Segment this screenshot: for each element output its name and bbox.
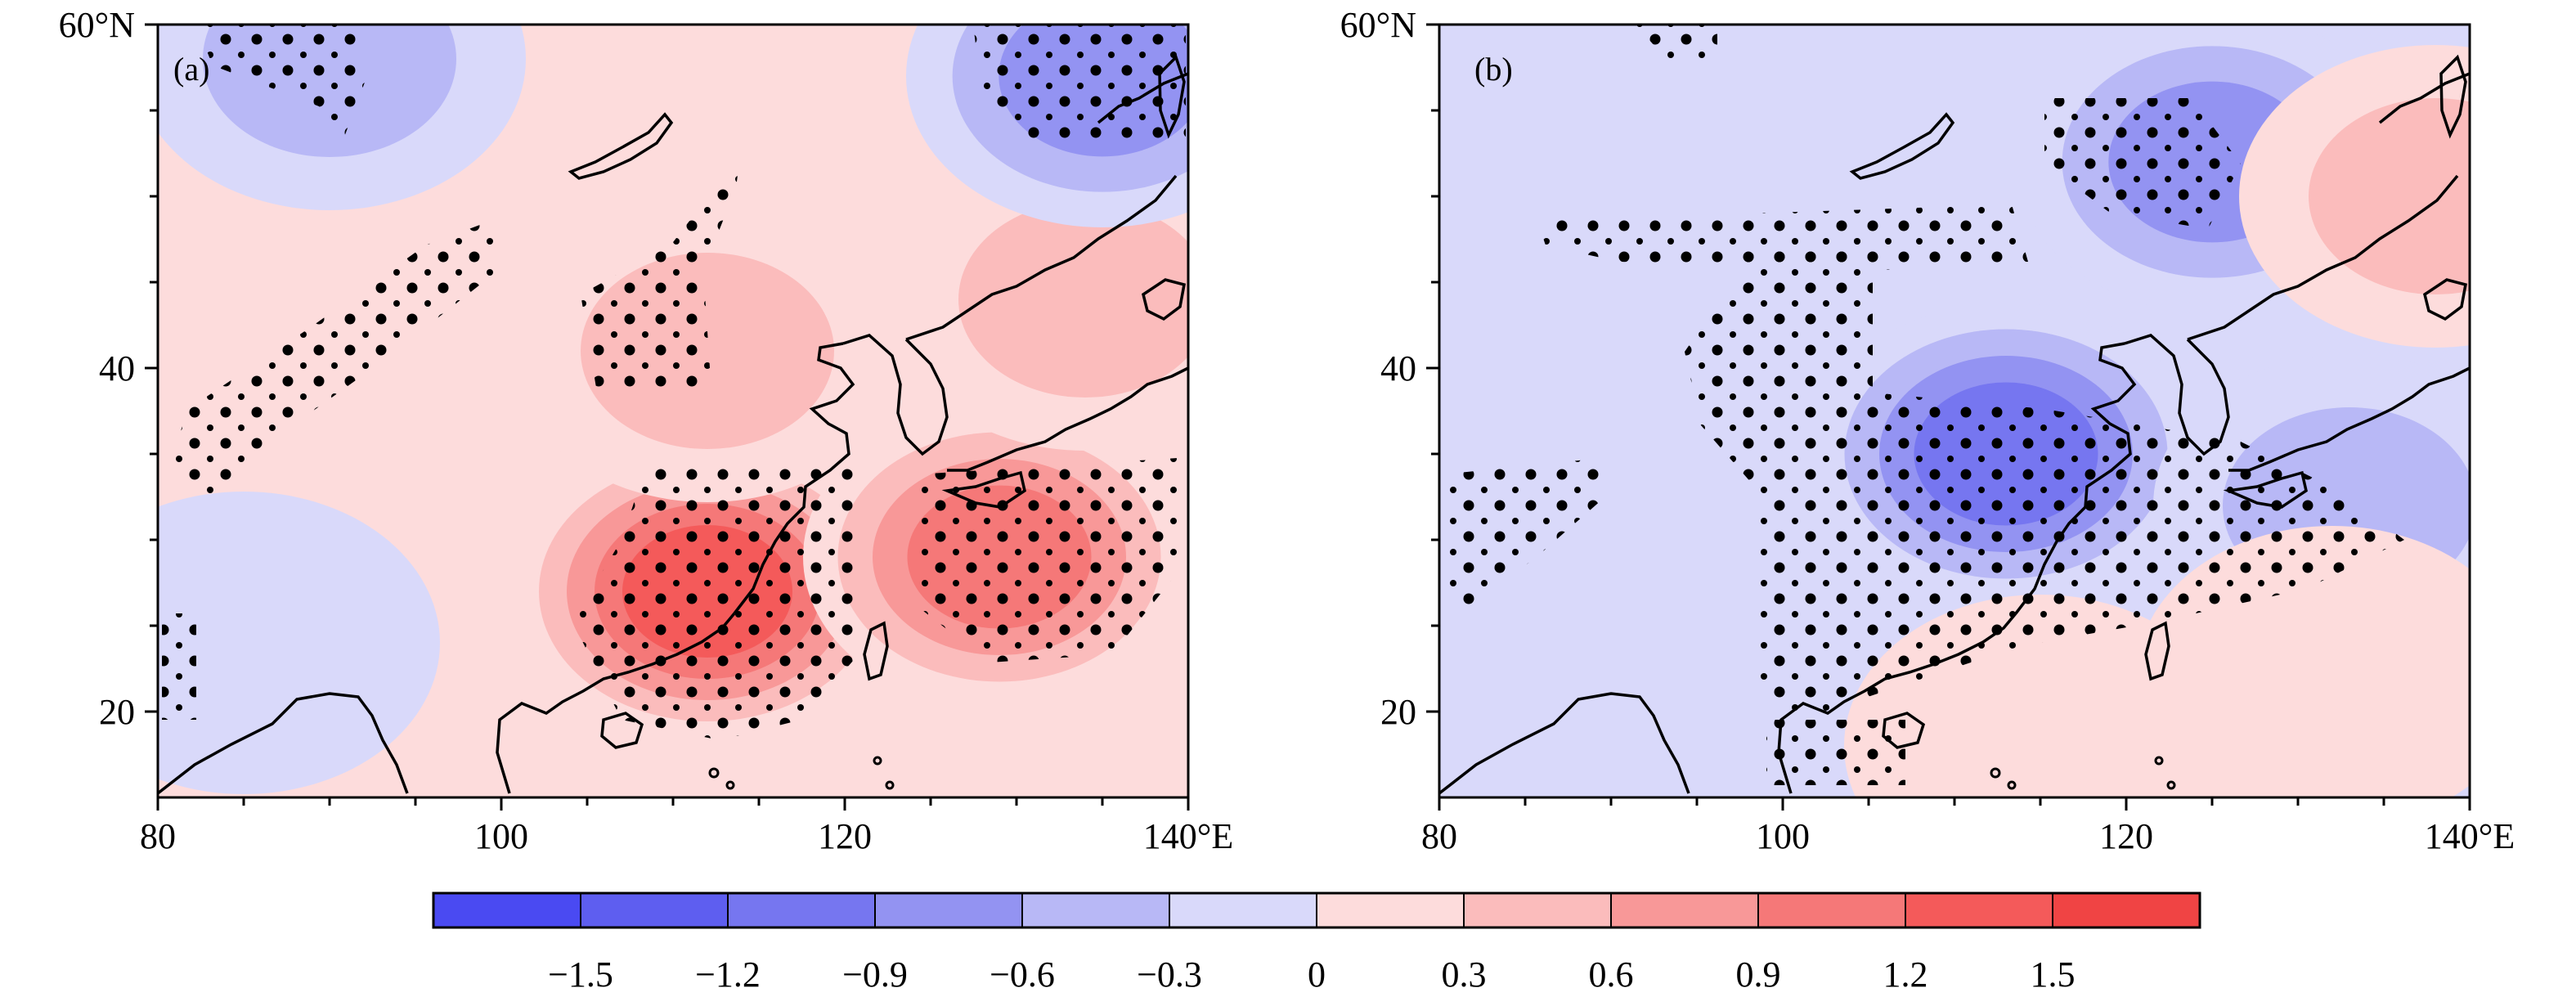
panel-b-x-label: 100 (1756, 816, 1810, 856)
panel-b-x-label: 120 (2099, 816, 2153, 856)
panel-a-x-label: 80 (140, 816, 176, 856)
colorbar-label: −1.2 (695, 954, 761, 995)
panel-a-stipple-southwest (162, 613, 196, 720)
panel-b-stipple-northeast (2044, 98, 2241, 229)
panel-b-stipple-north-belt (1537, 204, 2028, 270)
panel-a-y-label: 40 (99, 348, 135, 388)
panel-b-stipple-plateau (1443, 458, 1603, 605)
colorbar-swatch (2052, 892, 2201, 928)
panel-a-contour-3-2 (958, 201, 1188, 397)
panel-a-x-label: 120 (818, 816, 872, 856)
panel-a-stipple-northeast (973, 25, 1186, 139)
panel-b-field (1439, 25, 2470, 797)
colorbar-swatch (1757, 892, 1906, 928)
colorbar-frame (432, 891, 2201, 929)
colorbar-label: 0.9 (1736, 954, 1781, 995)
panel-a-stipple-plateau (172, 221, 499, 507)
colorbar-swatch (433, 892, 581, 928)
colorbar-swatch (1169, 892, 1317, 928)
panel-a-stipple-korea-japan (916, 458, 1178, 662)
panel-a-x-label: 100 (474, 816, 528, 856)
colorbar-swatch (1463, 892, 1612, 928)
colorbar-swatch (1021, 892, 1170, 928)
colorbar-label: −1.5 (548, 954, 613, 995)
panel-b-y-label: 20 (1380, 692, 1416, 732)
panel-b-stipple-south (1766, 720, 1905, 785)
colorbar-label: 0.6 (1589, 954, 1634, 995)
panel-b-x-label: 140°E (2425, 816, 2515, 856)
colorbar-label: −0.3 (1137, 954, 1202, 995)
panel-b-label: (b) (1474, 51, 1513, 88)
panel-a-y-label: 60°N (59, 5, 135, 45)
panel-a-x-label: 140°E (1143, 816, 1233, 856)
panel-a-stipple-central-china (572, 466, 859, 740)
colorbar-label: 0.3 (1442, 954, 1487, 995)
panel-a-stipple-north-china (581, 155, 740, 393)
panel-b-y-label: 40 (1380, 348, 1416, 388)
panel-a-field (158, 25, 1188, 795)
panel-a: (a) 80 100 120 140°E 60°N 40 20 (59, 5, 1234, 856)
colorbar-label: 1.5 (2031, 954, 2076, 995)
panel-b-stipple-nw (1636, 25, 1717, 61)
colorbar-swatch (1905, 892, 2053, 928)
panel-b-x-label: 80 (1421, 816, 1457, 856)
colorbar-swatch (1610, 892, 1759, 928)
colorbar-swatch (874, 892, 1023, 928)
panel-b-contour-3-2 (2309, 98, 2470, 294)
panel-a-y-label: 20 (99, 692, 135, 732)
colorbar-swatch (727, 892, 876, 928)
colorbar: −1.5 −1.2 −0.9 −0.6 −0.3 0 0.3 0.6 0.9 1.2 1.5 (432, 891, 2201, 995)
colorbar-swatch (1316, 892, 1465, 928)
colorbar-label: 1.2 (1883, 954, 1928, 995)
colorbar-label: −0.9 (842, 954, 908, 995)
colorbar-label: 0 (1308, 954, 1326, 995)
panel-a-stipple-northwest (196, 25, 368, 139)
panel-b-axes: 80 100 120 140°E 60°N 40 20 (1340, 5, 2515, 856)
colorbar-label: −0.6 (990, 954, 1055, 995)
panel-b-y-label: 60°N (1340, 5, 1416, 45)
panel-b: (b) 80 100 120 140°E 60°N 40 20 (1340, 5, 2515, 856)
panel-a-axes: 80 100 120 140°E 60°N 40 20 (59, 5, 1234, 856)
panel-a-label: (a) (173, 51, 209, 88)
colorbar-swatch (580, 892, 729, 928)
panel-b-stipple-east-china (1685, 237, 2404, 720)
panel-a-contour-6-1 (158, 492, 440, 794)
